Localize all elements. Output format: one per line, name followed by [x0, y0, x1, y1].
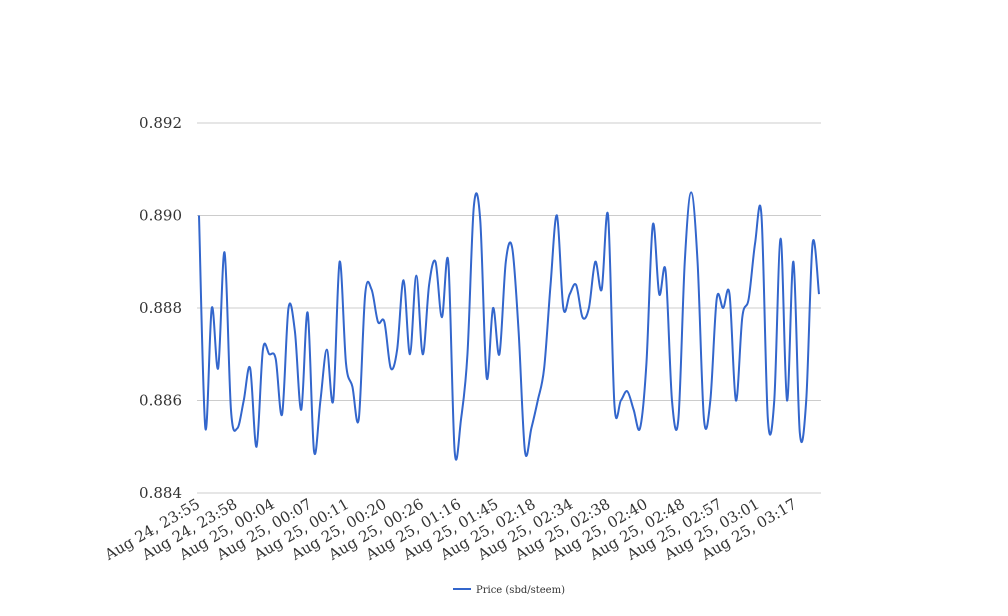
y-axis-tick-labels: 0.884 0.886 0.888 0.890 0.892 [139, 114, 182, 502]
y-tick-label: 0.892 [139, 114, 182, 132]
y-tick-label: 0.886 [139, 392, 182, 410]
series-line-price [198, 191, 820, 461]
y-tick-label: 0.884 [139, 484, 182, 502]
series-lines [198, 191, 820, 461]
y-tick-label: 0.890 [139, 207, 182, 225]
y-tick-label: 0.888 [139, 299, 182, 317]
gridlines [197, 122, 821, 494]
legend[interactable]: Price (sbd/steem) [453, 585, 565, 596]
legend-label[interactable]: Price (sbd/steem) [476, 585, 565, 596]
